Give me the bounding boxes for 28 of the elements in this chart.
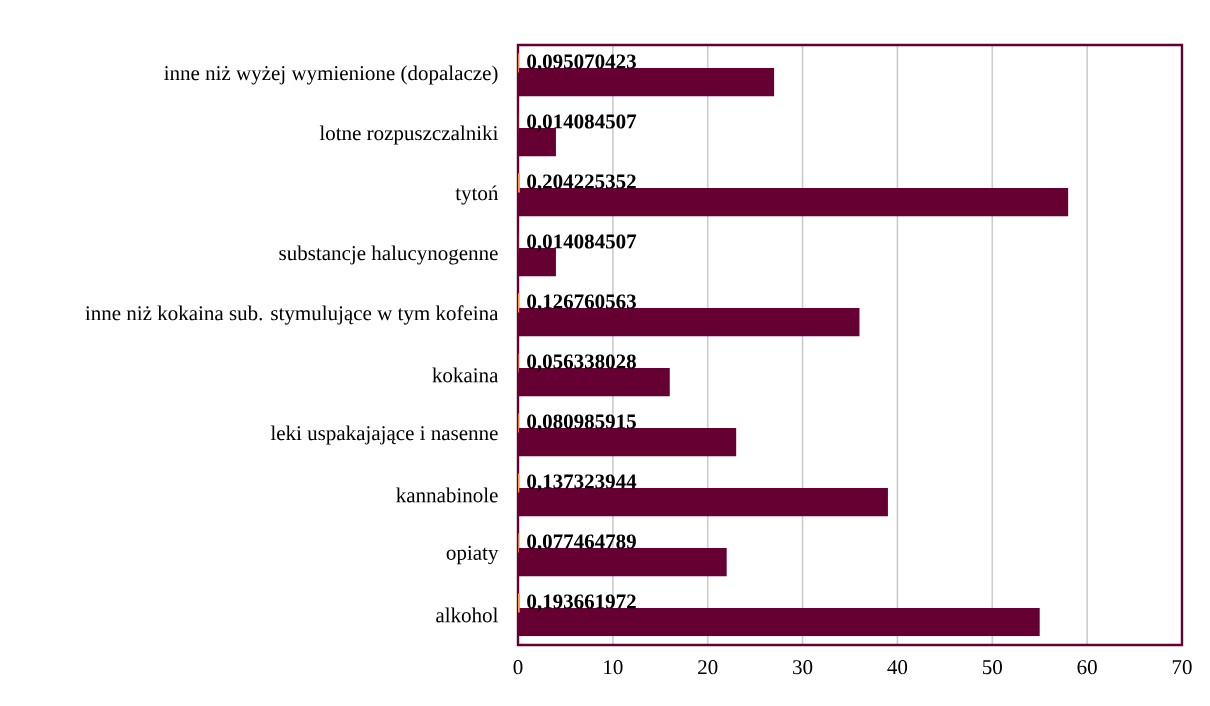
x-tick-label: 30 (793, 660, 813, 675)
data-label: 0,056338028 (527, 354, 636, 372)
data-label: 0,193661972 (527, 594, 636, 612)
y-tick-label: alkohol (436, 607, 498, 623)
x-tick-label: 70 (1172, 660, 1192, 675)
data-label: 0,095070423 (527, 54, 636, 72)
x-tick-label: 10 (604, 660, 623, 675)
x-tick-label: 20 (698, 660, 718, 675)
x-tick-label: 60 (1077, 660, 1097, 675)
y-tick-label: inne niż kokaina sub. stymulujące w tym kofeina (85, 305, 499, 325)
y-tick-label: substancje halucynogenne (279, 245, 498, 265)
y-tick-label: kokaina (432, 367, 499, 383)
x-tick-label: 0 (513, 660, 523, 675)
data-label: 0,126760563 (527, 294, 636, 312)
y-tick-label: lotne rozpuszczalniki (319, 125, 498, 145)
data-label: 0,077464789 (527, 534, 636, 552)
y-tick-label: tytoń (455, 185, 499, 205)
data-label: 0,014084507 (527, 234, 637, 252)
data-label: 0,137323944 (527, 474, 637, 492)
x-tick-label: 40 (887, 660, 908, 675)
data-label: 0,014084507 (527, 114, 637, 132)
x-tick-label: 50 (983, 660, 1002, 675)
data-label: 0,080985915 (527, 414, 636, 432)
y-tick-label: opiaty (446, 545, 499, 565)
y-tick-label: leki uspakajające i nasenne (270, 425, 498, 445)
y-tick-label: inne niż wyżej wymienione (dopalacze) (164, 65, 498, 85)
data-label: 0,204225352 (527, 174, 636, 192)
y-tick-label: kannabinole (396, 487, 498, 503)
